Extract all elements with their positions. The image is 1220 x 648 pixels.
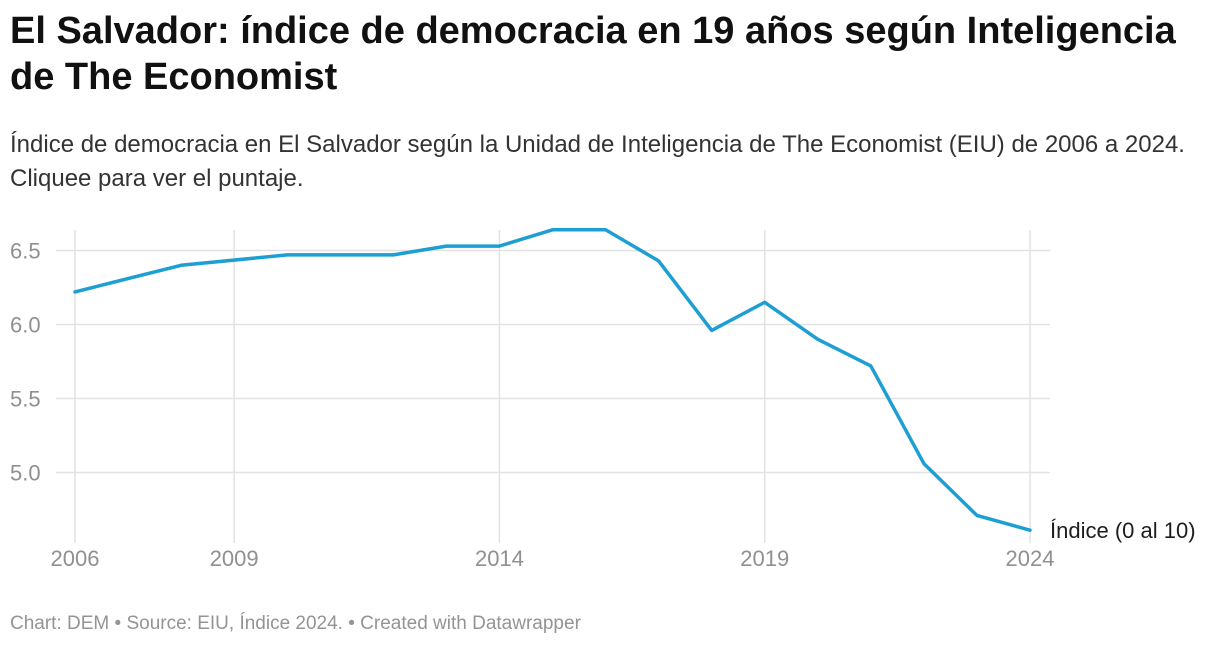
data-point[interactable]: 2024: 4.61 — [1023, 523, 1037, 537]
chart-footer: Chart: DEM • Source: EIU, Índice 2024. •… — [10, 613, 581, 634]
data-point[interactable]: 2017: 6.43 — [652, 254, 666, 268]
chart-subtitle: Índice de democracia en El Salvador segú… — [10, 131, 1185, 192]
data-point[interactable]: 2023: 4.71 — [970, 508, 984, 522]
data-point[interactable]: 2013: 6.53 — [439, 239, 453, 253]
data-point[interactable]: 2016: 6.64 — [599, 223, 613, 237]
data-point[interactable]: 2021: 5.72 — [864, 359, 878, 373]
grid-layer — [56, 230, 1050, 543]
series-label: Índice (0 al 10) — [1050, 518, 1196, 543]
data-point[interactable]: 2011: 6.47 — [333, 248, 347, 262]
data-point[interactable]: 2019: 6.15 — [758, 295, 772, 309]
y-tick-label: 5.0 — [10, 461, 41, 486]
x-tick-label: 2009 — [210, 546, 259, 571]
data-point[interactable]: 2010: 6.47 — [280, 248, 294, 262]
axis-layer: 6.5 6.0 5.5 5.0 2006 2009 2014 2019 2024 — [10, 239, 1054, 572]
x-tick-label: 2014 — [475, 546, 524, 571]
data-point[interactable]: 2014: 6.53 — [492, 239, 506, 253]
x-tick-label: 2006 — [51, 546, 100, 571]
label-layer: Índice (0 al 10) — [1050, 518, 1196, 543]
data-point[interactable]: 2008: 6.4 — [174, 258, 188, 272]
data-point[interactable]: 2018: 5.96 — [705, 323, 719, 337]
x-tick-label: 2019 — [740, 546, 789, 571]
x-tick-label: 2024 — [1006, 546, 1055, 571]
data-point[interactable]: 2022: 5.06 — [917, 457, 931, 471]
chart-title: El Salvador: índice de democracia en 19 … — [10, 10, 1176, 98]
data-point[interactable]: 2012: 6.47 — [386, 248, 400, 262]
y-tick-label: 6.0 — [10, 313, 41, 338]
series-layer: 2006: 6.22 2008: 6.4 2010: 6.47 2011: 6.47 2… — [68, 223, 1037, 537]
data-point[interactable]: 2006: 6.22 — [68, 285, 82, 299]
y-tick-label: 5.5 — [10, 387, 41, 412]
data-point[interactable]: 2020: 5.9 — [811, 332, 825, 346]
series-line[interactable] — [73, 228, 1032, 532]
y-tick-label: 6.5 — [10, 239, 41, 264]
data-point[interactable]: 2015: 6.64 — [546, 223, 560, 237]
